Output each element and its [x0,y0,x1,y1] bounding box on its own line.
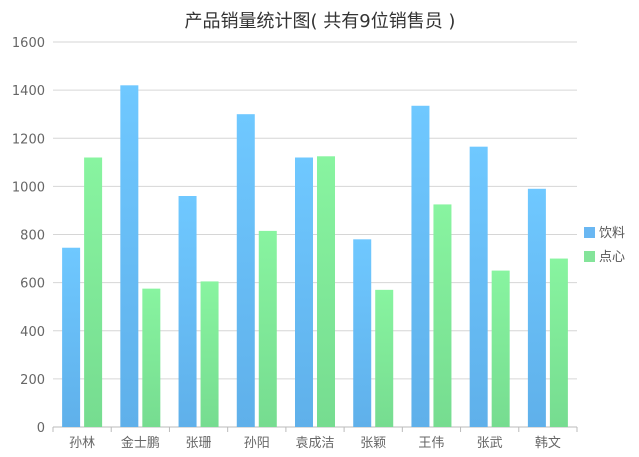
bar-drinks[interactable] [62,247,81,427]
bar-snacks[interactable] [491,270,510,427]
bar-snacks[interactable] [375,289,394,427]
legend-label[interactable]: 点心 [599,250,625,265]
chart-title: 产品销量统计图( 共有9位销售员 ) [185,11,456,32]
x-tick-label: 孙林 [69,436,95,451]
grid-lines [53,41,577,428]
bar-snacks[interactable] [549,258,568,427]
y-tick-label: 200 [20,373,45,388]
bar-drinks[interactable] [236,114,255,427]
x-tick-label: 袁成洁 [295,436,334,451]
x-tick-label: 金士鹏 [121,435,160,451]
x-tick-label: 张珊 [186,436,212,451]
legend-swatch[interactable] [584,227,595,238]
y-tick-label: 1600 [12,36,45,51]
y-tick-label: 400 [20,325,45,340]
y-tick-label: 1200 [12,132,45,147]
bars [62,85,568,427]
bar-snacks[interactable] [84,157,103,428]
bar-drinks[interactable] [353,239,372,427]
legend-label[interactable]: 饮料 [599,226,625,241]
bar-drinks[interactable] [527,188,546,427]
y-tick-label: 800 [20,229,45,244]
bar-snacks[interactable] [433,204,452,427]
y-tick-label: 1400 [12,84,45,99]
x-tick-label: 孙阳 [244,436,270,451]
x-tick-label: 王伟 [418,436,444,451]
legend-swatch[interactable] [584,251,595,262]
bar-snacks[interactable] [142,288,161,427]
bar-drinks[interactable] [295,157,313,428]
bar-snacks[interactable] [317,156,335,427]
y-axis: 0 200 400 600 800 1000 1200 1400 1600 [12,36,45,436]
y-tick-label: 0 [37,421,45,436]
x-tick-label: 张颖 [360,436,386,451]
bar-drinks[interactable] [120,85,139,427]
x-tick-label: 韩文 [535,436,561,451]
bar-snacks[interactable] [258,230,277,427]
bar-snacks[interactable] [200,281,219,427]
y-tick-label: 600 [20,277,45,292]
bar-drinks[interactable] [411,105,430,427]
bar-drinks[interactable] [469,146,488,427]
y-tick-label: 1000 [12,180,45,195]
x-axis: 孙林 金士鹏 张珊 孙阳 袁成洁 张颖 王伟 张武 韩文 [52,427,578,451]
bar-drinks[interactable] [178,196,197,427]
x-tick-label: 张武 [477,436,503,451]
